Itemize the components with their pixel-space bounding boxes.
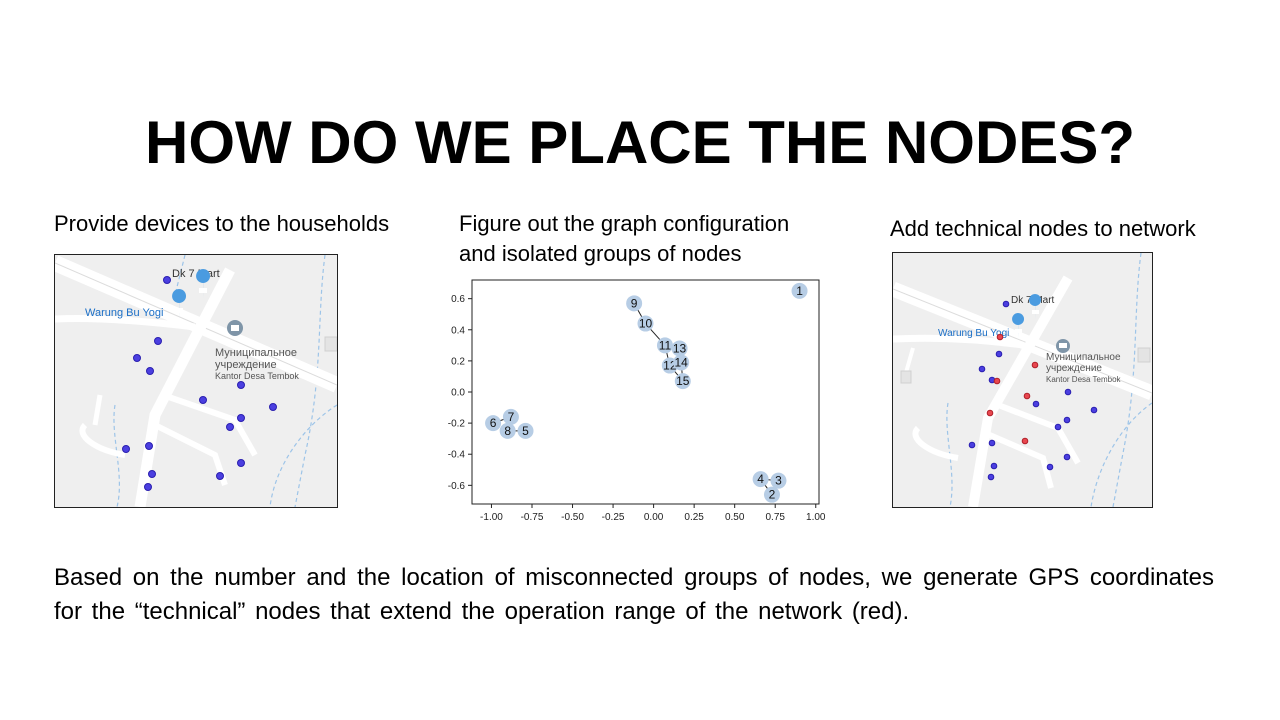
graph-configuration-chart: -1.00 -0.75 -0.50 -0.25 0.00 0.25 0.50 0.75 1.00…	[430, 276, 830, 530]
technical-node-dots	[986, 333, 1039, 445]
households-map-svg: Dk 7 Mart Warung Bu Yogi Муниципальное у…	[55, 255, 337, 507]
graph-node-label: 11	[659, 338, 672, 352]
caption-graph: Figure out the graph configuration and i…	[459, 211, 790, 266]
graph-node-label: 7	[508, 410, 515, 424]
graph-node-label: 13	[673, 341, 687, 355]
graph-node-label: 6	[490, 416, 497, 430]
y-tick-label: 0.0	[451, 388, 465, 399]
graph-node	[791, 282, 808, 299]
y-tick-label: 0.2	[451, 356, 465, 367]
map2-label-muni-1: Муниципальное	[1046, 352, 1121, 363]
graph-node	[673, 354, 690, 371]
map2-label-muni-2: учреждение	[1046, 363, 1102, 374]
households-map: Dk 7 Mart Warung Bu Yogi Муниципальное у…	[54, 254, 338, 508]
graph-node	[674, 373, 691, 390]
graph-node-label: 10	[639, 317, 653, 331]
graph-node	[763, 486, 780, 503]
map1-label-warung: Warung Bu Yogi	[85, 307, 163, 319]
graph-node	[770, 472, 787, 489]
x-tick-label: 0.50	[725, 512, 745, 523]
x-tick-label: 0.75	[765, 512, 785, 523]
graph-node-label: 15	[676, 374, 690, 388]
x-tick-label: -1.00	[480, 512, 503, 523]
slide-title: HOW DO WE PLACE THE NODES?	[145, 109, 1135, 176]
building-pin-icon	[227, 320, 243, 336]
caption-technical: Add technical nodes to network	[890, 216, 1196, 241]
shop-pin-icon	[1029, 294, 1042, 320]
graph-scatter-svg: -1.00 -0.75 -0.50 -0.25 0.00 0.25 0.50 0.75 1.00…	[448, 279, 826, 523]
technical-map-svg: Dk 7 Mart Warung Bu Yogi Муниципальное у…	[893, 253, 1152, 507]
map2-label-muni-3: Kantor Desa Tembok	[1046, 375, 1122, 384]
graph-node	[752, 471, 769, 488]
graph-node	[499, 422, 516, 439]
map1-label-muni-1: Муниципальное	[215, 347, 297, 359]
graph-node-label: 3	[775, 474, 782, 488]
map1-label-dk7mart: Dk 7 Mart	[172, 268, 220, 280]
x-tick-label: -0.50	[561, 512, 584, 523]
graph-node-label: 8	[504, 424, 511, 438]
household-dots	[122, 276, 277, 491]
graph-node	[656, 337, 673, 354]
x-tick-label: 1.00	[806, 512, 826, 523]
caption-households: Provide devices to the households	[54, 211, 390, 236]
plot-frame	[471, 279, 820, 505]
graph-node	[485, 415, 502, 432]
body-text: Based on the number and the location of …	[54, 564, 1214, 625]
y-tick-label: 0.6	[451, 294, 465, 305]
graph-node-label: 5	[522, 424, 529, 438]
graph-node	[637, 315, 654, 332]
shop-pin-icon	[172, 289, 187, 319]
map1-label-muni-2: учреждение	[215, 359, 277, 371]
building-pin-icon	[1056, 339, 1070, 353]
y-tick-label: 0.4	[451, 325, 465, 336]
graph-node	[502, 408, 519, 425]
graph-node-label: 4	[757, 472, 764, 486]
graph-node	[626, 295, 643, 312]
graph-node-label: 9	[631, 296, 638, 310]
graph-node-label: 2	[769, 488, 776, 502]
y-tick-label: -0.6	[448, 481, 466, 492]
x-tick-label: 0.25	[684, 512, 704, 523]
x-tick-label: -0.25	[602, 512, 625, 523]
shop-pin-icon	[1012, 313, 1025, 339]
graph-node-label: 14	[674, 355, 688, 369]
y-tick-label: -0.2	[448, 419, 466, 430]
shop-pin-icon	[196, 269, 211, 299]
x-tick-label: -0.75	[521, 512, 544, 523]
household-dots	[968, 300, 1098, 481]
map1-label-muni-3: Kantor Desa Tembok	[215, 371, 299, 381]
graph-node	[671, 340, 688, 357]
y-tick-label: -0.4	[448, 450, 466, 461]
map2-label-warung: Warung Bu Yogi	[938, 328, 1009, 339]
graph-node-label: 1	[796, 284, 803, 298]
graph-node	[517, 422, 534, 439]
x-tick-label: 0.00	[644, 512, 664, 523]
technical-nodes-map: Dk 7 Mart Warung Bu Yogi Муниципальное у…	[892, 252, 1153, 508]
